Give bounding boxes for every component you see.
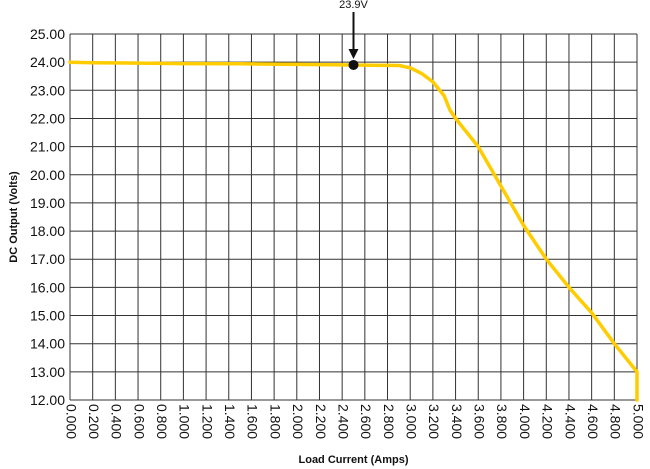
x-tick-label: 0.800 [154,404,170,439]
x-tick-label: 3.800 [494,404,510,439]
y-tick-label: 17.00 [30,251,65,267]
x-tick-label: 3.200 [426,404,442,439]
x-axis-ticks: 0.000 0.200 0.400 0.600 0.800 1.000 1.200 1.400… [63,404,646,439]
y-tick-label: 18.00 [30,223,65,239]
x-tick-label: 2.400 [335,404,351,439]
y-tick-label: 13.00 [30,364,65,380]
series-line [68,60,639,402]
y-tick-label: 21.00 [30,139,65,155]
x-tick-label: 4.400 [562,404,578,439]
x-tick-label: 1.400 [222,404,238,439]
annotation: 23.9V [339,0,369,70]
y-tick-label: 24.00 [30,54,65,70]
x-tick-label: 1.600 [245,404,261,439]
grid [69,33,638,401]
y-tick-label: 20.00 [30,167,65,183]
y-tick-label: 12.00 [30,392,65,408]
x-tick-label: 0.000 [63,404,79,439]
x-tick-label: 5.000 [630,404,646,439]
y-tick-label: 25.00 [30,26,65,42]
x-tick-label: 1.200 [199,404,215,439]
x-tick-label: 1.000 [177,404,193,439]
x-tick-label: 3.000 [403,404,419,439]
annotation-marker [348,59,359,70]
y-tick-label: 14.00 [30,336,65,352]
x-tick-label: 4.000 [517,404,533,439]
x-tick-label: 0.600 [131,404,147,439]
x-tick-label: 3.600 [472,404,488,439]
plot-area [68,60,639,402]
x-axis-title: Load Current (Amps) [299,454,409,466]
x-tick-label: 4.800 [608,404,624,439]
x-tick-label: 0.200 [86,404,102,439]
x-tick-label: 3.400 [449,404,465,439]
annotation-arrowhead [348,48,359,59]
y-tick-label: 23.00 [30,82,65,98]
y-tick-label: 16.00 [30,279,65,295]
annotation-label: 23.9V [339,0,368,11]
y-tick-label: 15.00 [30,308,65,324]
x-tick-label: 2.600 [358,404,374,439]
y-tick-label: 19.00 [30,195,65,211]
x-tick-label: 4.200 [540,404,556,439]
x-tick-label: 4.600 [585,404,601,439]
x-tick-label: 1.800 [267,404,283,439]
x-tick-label: 2.800 [381,404,397,439]
y-axis-ticks: 12.00 13.00 14.00 15.00 16.00 17.00 18.00 19.00… [30,26,65,408]
x-tick-label: 0.400 [109,404,125,439]
x-tick-label: 2.000 [290,404,306,439]
y-tick-label: 22.00 [30,110,65,126]
x-tick-label: 2.200 [313,404,329,439]
y-axis-title: DC Output (Volts) [8,171,20,263]
